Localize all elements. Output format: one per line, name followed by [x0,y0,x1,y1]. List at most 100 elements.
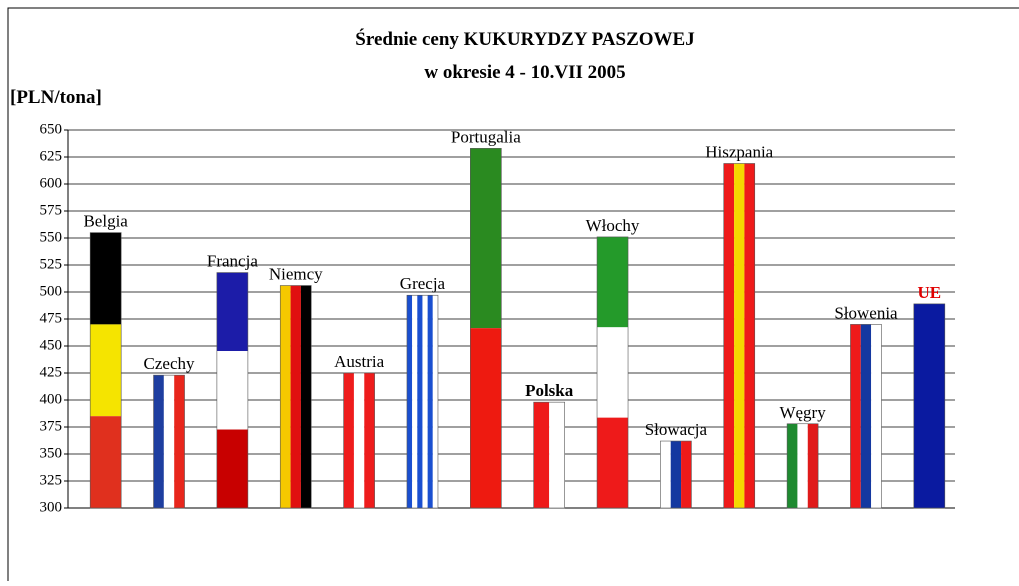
bar-stripe [90,416,122,508]
bar-outline [343,372,375,509]
y-tick-label: 450 [40,337,63,353]
bar-stripe [216,429,248,508]
bar-stripe [174,375,185,508]
y-tick-label: 375 [40,418,63,434]
bar-stripe [427,295,433,508]
bar-stripe [744,163,755,509]
y-tick-label: 550 [40,229,63,245]
y-tick-label: 350 [40,445,63,461]
bar-stripe [533,402,550,508]
bar-stripe [913,303,945,508]
bar-stripe [432,295,438,508]
bar-stripe [300,285,312,508]
y-tick-label: 425 [40,364,63,380]
bar-stripe [660,441,671,508]
bar [723,163,756,509]
bar-stripe [597,236,629,328]
bar-stripe [723,163,735,509]
bar-stripe [216,351,248,430]
bar-stripe [597,327,629,418]
bar-stripe [422,295,428,508]
bar-label: Austria [334,352,385,371]
bar-stripe [364,373,375,508]
bar-stripe [90,324,122,417]
bar-stripe [353,373,365,508]
bar-stripe [406,295,413,508]
chart-subtitle: w okresie 4 - 10.VII 2005 [424,62,625,83]
bar-outline [723,163,756,509]
bar-label: Czechy [144,354,195,373]
y-tick-label: 475 [40,310,63,326]
bar-stripe [871,324,882,508]
bar [89,232,122,509]
y-tick-label: 325 [40,472,63,488]
bar-stripe [734,163,745,509]
y-tick-label: 650 [40,121,63,137]
bar-outline [153,374,185,509]
bar-stripe [216,272,248,352]
bar-label: Hiszpania [705,142,773,161]
bar-stripe [797,423,808,508]
bar [153,374,185,509]
bar-outline [786,423,819,509]
bar-outline [596,236,629,509]
bar-label: Włochy [586,216,640,235]
bar-stripe [343,373,354,508]
bar [216,272,249,509]
bar-label: UE [918,283,942,302]
bar-label: Polska [525,381,574,400]
bar-outline [533,401,565,509]
bar-outline [89,232,122,509]
bar [470,148,502,509]
bar-outline [216,272,249,509]
y-tick-label: 525 [40,256,63,272]
bar-stripe [90,232,122,325]
y-tick-label: 500 [40,283,63,299]
bar-label: Niemcy [269,265,323,284]
bar-label: Grecja [400,274,446,293]
bar-stripe [417,295,423,508]
y-tick-label: 575 [40,202,63,218]
bar [913,303,946,509]
bar [660,440,692,509]
bar-stripe [412,295,418,508]
y-tick-label: 300 [40,499,63,515]
bar-outline [279,285,312,509]
y-tick-label: 625 [40,148,63,164]
bar [406,294,439,509]
bar-stripe [549,402,565,508]
y-tick-label: 600 [40,175,63,191]
bar-stripe [153,375,164,508]
bar-outline [660,440,692,509]
bar [343,372,375,509]
bar-stripe [470,328,502,508]
y-axis-label: [PLN/tona] [10,87,102,108]
bar [850,324,882,509]
frame [7,7,1019,586]
bar-label: Słowenia [834,303,898,322]
bar-stripe [597,417,629,508]
bar [786,423,819,509]
bar-stripe [470,148,502,329]
bar [279,285,312,509]
bar-outline [406,294,439,509]
bar-outline [850,324,882,509]
chart-title: Średnie ceny KUKURYDZY PASZOWEJ [355,28,694,50]
bar-label: Belgia [83,212,128,231]
bar-stripe [280,285,291,508]
bar-stripe [681,441,692,508]
bar-stripe [290,285,301,508]
bar-stripe [860,324,872,508]
bar-label: Francja [207,252,258,271]
bar [533,401,565,509]
bar-outline [913,303,946,509]
bar-label: Portugalia [451,127,521,146]
bar-label: Węgry [779,403,826,422]
bar-stripe [787,423,798,508]
bar-stripe [850,324,861,508]
bar-stripe [807,423,819,508]
bar-stripe [670,441,682,508]
bar-stripe [163,375,175,508]
y-tick-label: 400 [40,391,63,407]
